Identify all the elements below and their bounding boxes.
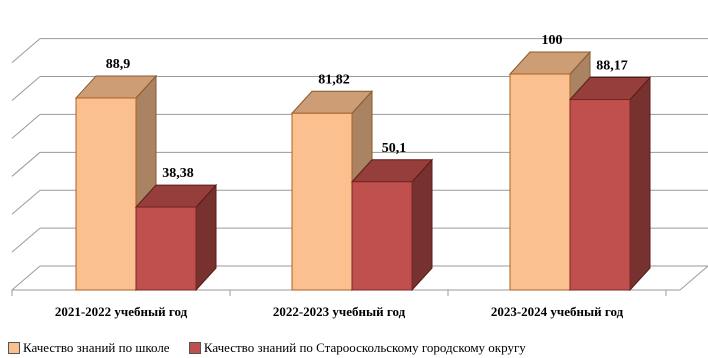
bar-0-1: [134, 183, 218, 292]
chart-legend: Качество знаний по школе Качество знаний…: [8, 340, 708, 358]
bar-front: [75, 97, 137, 291]
bar-front: [569, 99, 631, 291]
legend-label-district: Качество знаний по Старооскольскому горо…: [203, 340, 526, 355]
data-label: 50,1: [382, 141, 407, 156]
bar-front: [291, 112, 353, 291]
category-label: 2021-2022 учебный год: [55, 304, 188, 319]
grid-diagonal: [11, 151, 41, 177]
grid-diagonal: [11, 189, 41, 215]
bar-2-1: [568, 76, 652, 292]
category-label: 2022-2023 учебный год: [273, 304, 406, 319]
bar-1-1: [350, 158, 434, 292]
bar-front: [351, 181, 413, 291]
data-label: 88,17: [596, 59, 628, 74]
grid-diagonal: [11, 38, 41, 64]
legend-swatch-district: [188, 342, 201, 354]
legend-swatch-school: [8, 342, 20, 354]
grid-diagonal: [11, 114, 41, 139]
legend-label-school: Качество знаний по школе: [23, 340, 170, 355]
floor-right-edge: [679, 265, 708, 291]
grid-diagonal: [11, 265, 41, 291]
bar-front: [509, 73, 571, 291]
category-label: 2023-2024 учебный год: [491, 304, 624, 319]
data-label: 38,38: [162, 166, 194, 181]
bar-side: [629, 76, 651, 292]
grid-diagonal: [11, 227, 41, 253]
chart-bars: [74, 50, 652, 292]
grid-diagonal: [11, 76, 41, 101]
data-label: 100: [542, 33, 563, 48]
chart-category-labels: 2021-2022 учебный год 2022-2023 учебный г…: [55, 304, 624, 319]
chart-data-labels: 88,9 38,38 81,82 50,1 100 88,17: [106, 33, 628, 181]
data-label: 88,9: [106, 57, 131, 72]
data-label: 81,82: [318, 72, 350, 87]
bar-front: [135, 206, 197, 291]
legend-item-school: Качество знаний по школе: [8, 340, 170, 356]
bar-side: [411, 158, 433, 292]
legend-item-district: Качество знаний по Старооскольскому горо…: [188, 340, 526, 356]
